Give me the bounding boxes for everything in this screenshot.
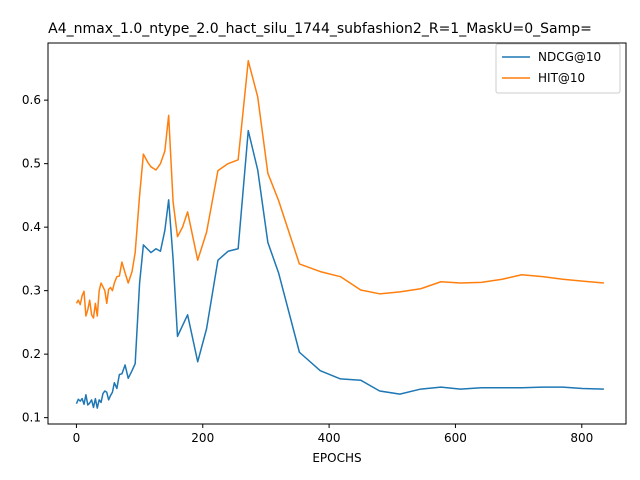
legend: NDCG@10 HIT@10 bbox=[495, 43, 621, 94]
y-tick-label: 0.4 bbox=[22, 220, 41, 234]
y-axis: 0.1 0.2 0.3 0.4 0.5 0.6 bbox=[22, 93, 48, 425]
x-axis-label: EPOCHS bbox=[312, 451, 361, 465]
series-line-1 bbox=[75, 129, 604, 409]
y-tick-label: 0.5 bbox=[22, 157, 41, 171]
legend-label-2: HIT@10 bbox=[538, 71, 585, 85]
chart-title: A4_nmax_1.0_ntype_2.0_hact_silu_1744_sub… bbox=[48, 21, 592, 37]
series-line-2 bbox=[75, 60, 604, 319]
x-tick-label: 200 bbox=[191, 431, 214, 445]
y-tick-label: 0.2 bbox=[22, 347, 41, 361]
x-axis: 0 200 400 600 800 bbox=[73, 424, 593, 445]
x-tick-label: 600 bbox=[444, 431, 467, 445]
plot-frame bbox=[47, 42, 627, 425]
x-tick-label: 400 bbox=[318, 431, 341, 445]
plot-lines bbox=[75, 60, 604, 409]
x-tick-label: 800 bbox=[570, 431, 593, 445]
y-tick-label: 0.6 bbox=[22, 93, 41, 107]
x-tick-label: 0 bbox=[73, 431, 81, 445]
y-tick-label: 0.3 bbox=[22, 284, 41, 298]
y-tick-label: 0.1 bbox=[22, 411, 41, 425]
legend-label-1: NDCG@10 bbox=[538, 50, 601, 64]
